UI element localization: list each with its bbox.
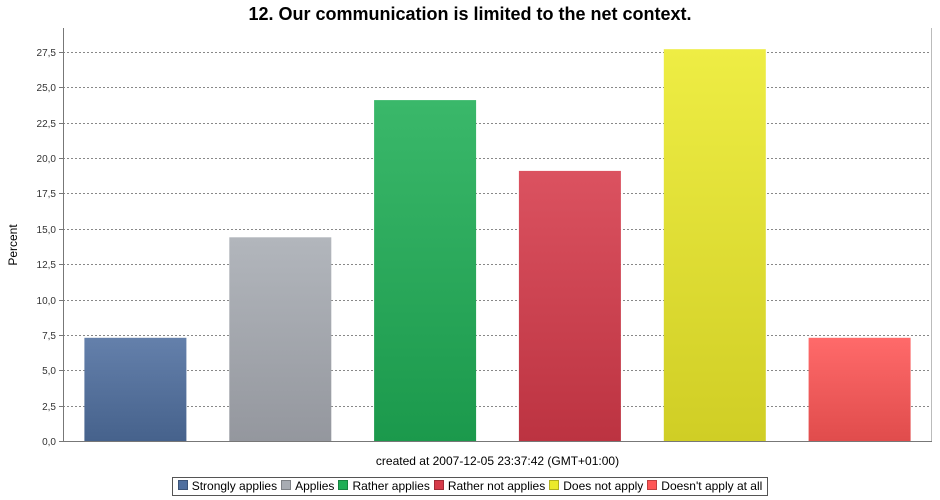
chart-title: 12. Our communication is limited to the … xyxy=(248,4,692,24)
axes: 0,0 2,5 5,0 7,5 10,0 12,5 15,0 17,5 20,0 22,5 25,0… xyxy=(37,28,932,448)
legend-swatch xyxy=(433,480,444,490)
x-axis-caption: created at 2007-12-05 23:37:42 (GMT+01:0… xyxy=(375,454,620,468)
y-tick-label: 20,0 xyxy=(37,154,57,165)
legend-item: Does not apply xyxy=(549,479,643,493)
legend-label: Rather not applies xyxy=(447,479,546,493)
y-tick-label: 2,5 xyxy=(42,402,56,413)
legend-swatch xyxy=(549,480,560,490)
gridlines xyxy=(63,28,932,441)
legend-item: Doesn't apply at all xyxy=(647,479,762,493)
legend-swatch xyxy=(281,480,292,490)
legend-swatch xyxy=(647,480,658,490)
legend-item: Rather not applies xyxy=(433,479,546,493)
bar xyxy=(808,337,911,442)
y-tick-label: 12,5 xyxy=(37,260,57,271)
y-tick-label: 7,5 xyxy=(42,331,56,342)
legend-label: Applies xyxy=(295,479,335,493)
y-tick-label: 15,0 xyxy=(37,225,57,236)
y-tick-label: 17,5 xyxy=(37,189,57,200)
legend-box: Strongly applies Applies Rather applies Rat… xyxy=(171,477,769,496)
y-tick-label: 10,0 xyxy=(37,296,57,307)
bar xyxy=(84,337,187,442)
legend-swatch xyxy=(338,480,349,490)
bar xyxy=(518,170,621,441)
legend-item: Strongly applies xyxy=(177,479,278,493)
legend-label: Doesn't apply at all xyxy=(661,479,763,493)
legend-label: Does not apply xyxy=(563,479,644,493)
bar xyxy=(663,49,766,441)
legend-swatch xyxy=(177,480,188,490)
bar xyxy=(374,100,477,441)
legend-item: Applies xyxy=(281,479,334,493)
y-tick-label: 22,5 xyxy=(37,119,57,130)
y-tick-label: 5,0 xyxy=(42,366,56,377)
plot-area xyxy=(63,28,932,441)
y-tick-label: 0,0 xyxy=(42,437,56,448)
legend: Strongly applies Applies Rather applies Rat… xyxy=(0,477,940,496)
y-tick-label: 25,0 xyxy=(37,83,57,94)
bar xyxy=(229,237,332,441)
legend-label: Strongly applies xyxy=(191,479,278,493)
legend-label: Rather applies xyxy=(352,479,430,493)
y-tick-label: 27,5 xyxy=(37,48,57,59)
legend-item: Rather applies xyxy=(338,479,430,493)
bars xyxy=(84,49,911,442)
